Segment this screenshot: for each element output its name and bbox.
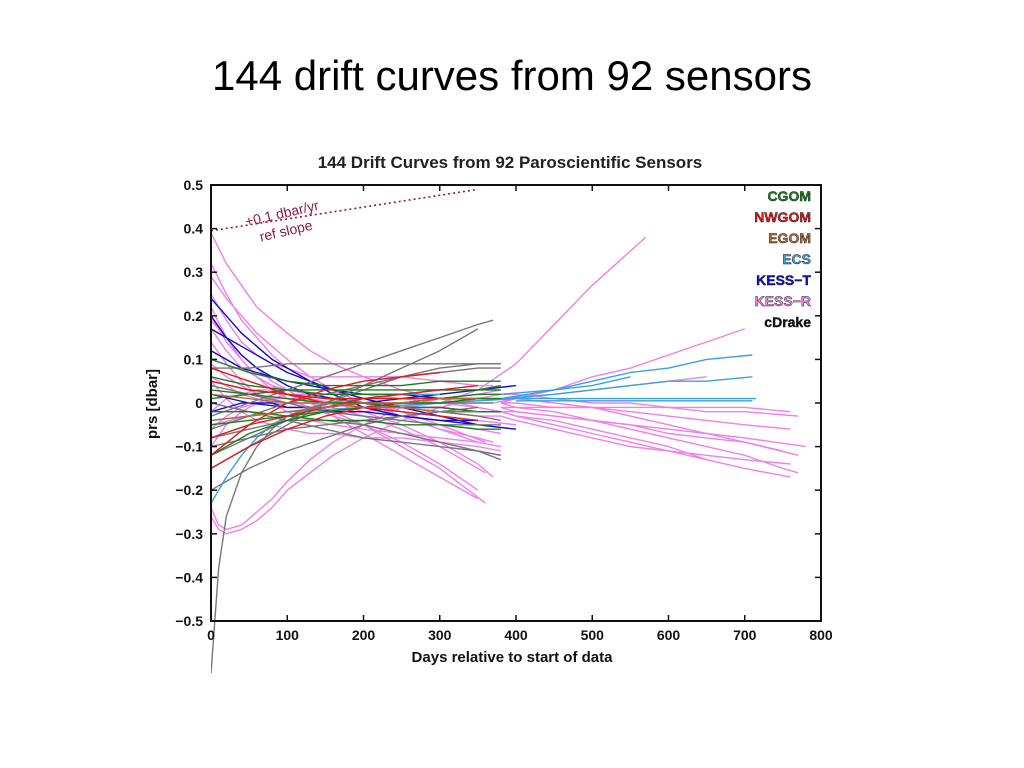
series-line-kess-r-28 (500, 411, 707, 461)
legend-item: KESS−R (755, 293, 811, 309)
ref-slope-line (210, 188, 478, 232)
series-line-ecs-40 (500, 354, 753, 395)
x-tick-label: 600 (657, 627, 681, 643)
series-line-kess-r-14 (211, 393, 501, 535)
x-tick-label: 700 (733, 627, 757, 643)
series-line-kess-r-24 (500, 411, 806, 448)
x-tick-label: 300 (428, 627, 452, 643)
series-line-cdrake-55 (211, 363, 501, 369)
x-tick-label: 400 (504, 627, 528, 643)
series-line-kess-r-22 (500, 406, 791, 413)
x-axis-label: Days relative to start of data (412, 649, 614, 666)
x-tick-label: 0 (207, 627, 215, 643)
series-line-kess-r-20 (500, 411, 791, 478)
x-tick-label: 100 (276, 627, 300, 643)
x-tick-label: 800 (809, 627, 833, 643)
y-tick-label: −0.1 (175, 439, 203, 455)
series-line-kess-r-19 (500, 397, 799, 456)
slide-title: 144 drift curves from 92 sensors (212, 52, 812, 99)
y-tick-label: −0.5 (175, 613, 203, 629)
legend-item: NWGOM (754, 209, 811, 225)
y-tick-label: 0.5 (184, 177, 204, 193)
series-line-kess-r-29 (500, 415, 791, 465)
legend-item: CGOM (767, 188, 811, 204)
y-tick-label: 0.1 (184, 351, 204, 367)
x-tick-label: 200 (352, 627, 376, 643)
series-line-nwgom-65 (211, 384, 478, 439)
series-line-kess-r-27 (500, 406, 784, 452)
y-tick-label: −0.4 (175, 569, 203, 585)
series-line-nwgom-67 (211, 371, 440, 456)
series-line-cgom-60 (211, 358, 501, 387)
y-tick-label: 0.2 (184, 308, 204, 324)
y-tick-label: −0.2 (175, 482, 203, 498)
legend-item: EGOM (768, 230, 811, 246)
series-line-cgom-62 (211, 389, 501, 400)
series-line-cgom-61 (211, 411, 501, 430)
series-line-ecs-42 (500, 376, 631, 400)
legend-item: cDrake (764, 314, 811, 330)
chart-title: 144 Drift Curves from 92 Paroscientific … (318, 153, 703, 172)
y-tick-label: 0 (195, 395, 203, 411)
series-line-kess-r-23 (500, 402, 791, 430)
series-line-nwgom-64 (211, 380, 478, 400)
legend-item: KESS−T (756, 272, 811, 288)
legend-item: ECS (782, 251, 811, 267)
y-tick-label: −0.3 (175, 526, 203, 542)
y-tick-label: 0.3 (184, 264, 204, 280)
y-tick-label: 0.4 (184, 221, 204, 237)
series-line-kess-r-21 (500, 393, 799, 417)
y-axis-label: prs [dbar] (144, 369, 161, 439)
x-tick-label: 500 (581, 627, 605, 643)
legend: CGOM NWGOM EGOM ECS KESS−T KESS−R cDrake (754, 188, 812, 330)
series-line-cdrake-53 (211, 384, 501, 426)
series-line-egom-69 (211, 397, 478, 422)
series-line-kess-r-6 (211, 328, 486, 443)
series-line-ecs-41 (500, 376, 753, 400)
series-line-kess-r-13 (211, 389, 501, 531)
series-line-kess-t-34 (211, 328, 479, 426)
series-line-kess-r-0 (211, 232, 501, 413)
